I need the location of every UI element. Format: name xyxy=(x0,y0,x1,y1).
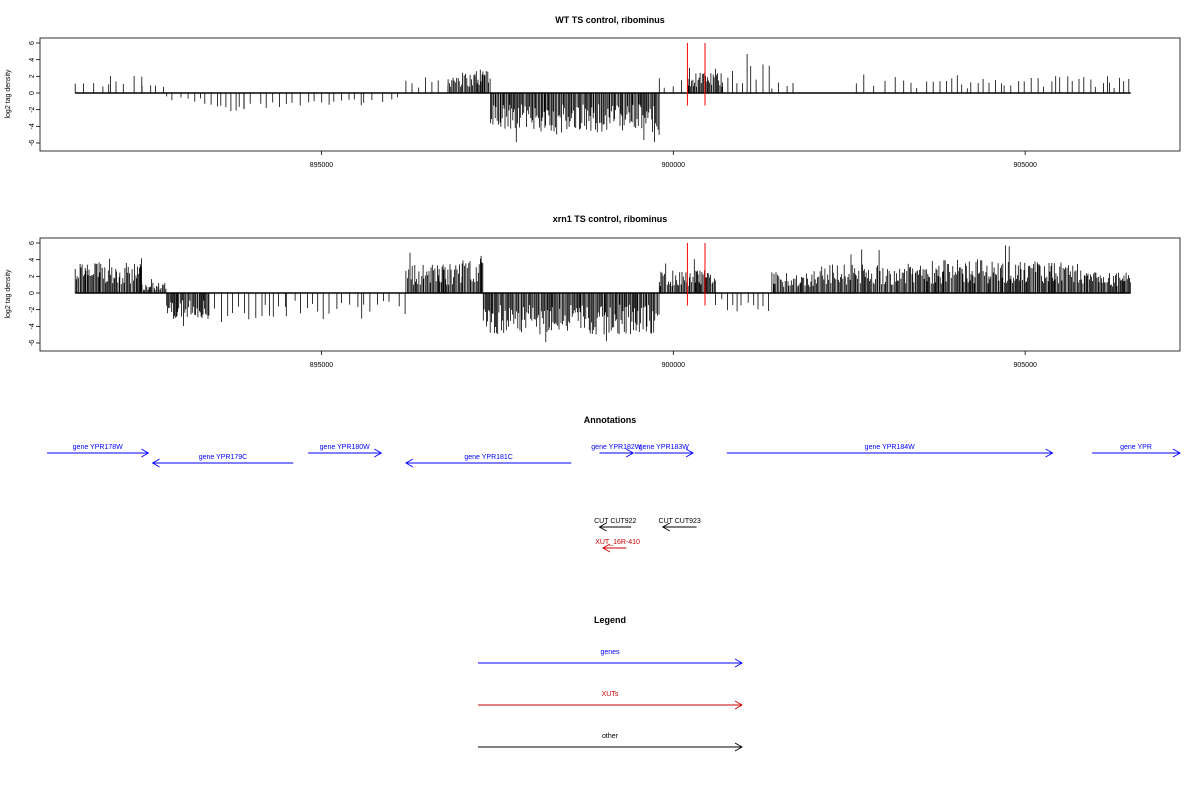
y-tick-label: -4 xyxy=(29,323,36,329)
cut-arrow-arrowhead xyxy=(661,522,671,532)
xut-arrow-arrowhead xyxy=(602,543,611,553)
panel-title: xrn1 TS control, ribominus xyxy=(553,214,668,224)
cut-arrow-arrowhead xyxy=(598,522,607,532)
y-tick-label: -2 xyxy=(29,106,36,112)
y-axis-ticks: -6 -4 -2 0 2 4 6 xyxy=(29,41,40,146)
x-tick-label: 905000 xyxy=(1014,362,1037,369)
plot-frame xyxy=(39,237,1181,352)
other-annotations: CUT CUT922 CUT CUT923 xyxy=(594,518,701,532)
xut-label: XUT_16R-410 xyxy=(595,539,640,546)
y-tick-label: 6 xyxy=(29,241,36,245)
coverage-bars xyxy=(74,53,1130,143)
gene-label: gene YPR182W xyxy=(591,444,641,451)
gene-label: gene YPR xyxy=(1120,444,1152,451)
legend: Legend genes XUTs other xyxy=(478,615,743,752)
y-tick-label: -4 xyxy=(29,123,36,129)
gene-label: gene YPR179C xyxy=(199,454,248,461)
legend-items: genes XUTs other xyxy=(478,649,743,752)
gene-label: gene YPR181C xyxy=(464,454,513,461)
x-axis-ticks: 895000 900000 905000 xyxy=(310,351,1037,369)
legend-arrowhead xyxy=(734,700,743,710)
red-markers xyxy=(686,43,706,106)
x-tick-label: 905000 xyxy=(1014,162,1037,169)
cut-label: CUT CUT922 xyxy=(594,518,636,525)
panel-title: WT TS control, ribominus xyxy=(555,15,665,25)
y-axis-ticks: -6 -4 -2 0 2 4 6 xyxy=(29,241,40,346)
gene-annotations: gene YPR178W gene YPR179C gene YPR180W gene… xyxy=(47,444,1181,468)
y-tick-label: 4 xyxy=(29,258,36,262)
legend-label: other xyxy=(602,733,619,740)
y-tick-label: 0 xyxy=(29,91,36,95)
gene-label: gene YPR180W xyxy=(320,444,370,451)
y-tick-label: -6 xyxy=(29,340,36,346)
gene-label: gene YPR183W xyxy=(639,444,689,451)
legend-arrowhead xyxy=(734,658,743,668)
x-axis-ticks: 895000 900000 905000 xyxy=(310,151,1037,169)
y-tick-label: 2 xyxy=(29,274,36,278)
x-tick-label: 900000 xyxy=(662,362,685,369)
red-markers xyxy=(686,243,706,306)
xut-annotations: XUT_16R-410 xyxy=(595,539,640,553)
y-tick-label: 0 xyxy=(29,291,36,295)
legend-label: XUTs xyxy=(602,691,619,698)
gene-arrow-arrowhead xyxy=(685,448,694,458)
gene-arrow-arrowhead xyxy=(151,458,160,468)
xrn1-coverage-panel: xrn1 TS control, ribominus log2 tag dens… xyxy=(5,214,1181,369)
x-tick-label: 900000 xyxy=(662,162,685,169)
gene-arrow-arrowhead xyxy=(1172,448,1181,458)
wt-coverage-panel: WT TS control, ribominus log2 tag densit… xyxy=(5,15,1181,169)
plot-frame xyxy=(39,37,1181,152)
y-axis-label: log2 tag density xyxy=(5,269,12,319)
y-tick-label: -6 xyxy=(29,140,36,146)
gene-label: gene YPR178W xyxy=(73,444,123,451)
y-tick-label: 2 xyxy=(29,74,36,78)
x-tick-label: 895000 xyxy=(310,162,333,169)
gene-arrow-arrowhead xyxy=(625,448,635,458)
annotations-title: Annotations xyxy=(584,415,637,425)
coverage-bars xyxy=(74,245,1131,343)
gene-label: gene YPR184W xyxy=(865,444,915,451)
y-tick-label: -2 xyxy=(29,306,36,312)
y-tick-label: 6 xyxy=(29,41,36,45)
legend-title: Legend xyxy=(594,615,626,625)
y-tick-label: 4 xyxy=(29,58,36,62)
cut-label: CUT CUT923 xyxy=(659,518,701,525)
x-tick-label: 895000 xyxy=(310,362,333,369)
gene-arrow-arrowhead xyxy=(141,448,150,458)
gene-arrow-arrowhead xyxy=(405,458,414,468)
y-axis-label: log2 tag density xyxy=(5,69,12,119)
gene-arrow-arrowhead xyxy=(374,448,383,458)
legend-label: genes xyxy=(600,649,620,656)
gene-arrow-arrowhead xyxy=(1045,448,1054,458)
legend-arrowhead xyxy=(734,742,743,752)
